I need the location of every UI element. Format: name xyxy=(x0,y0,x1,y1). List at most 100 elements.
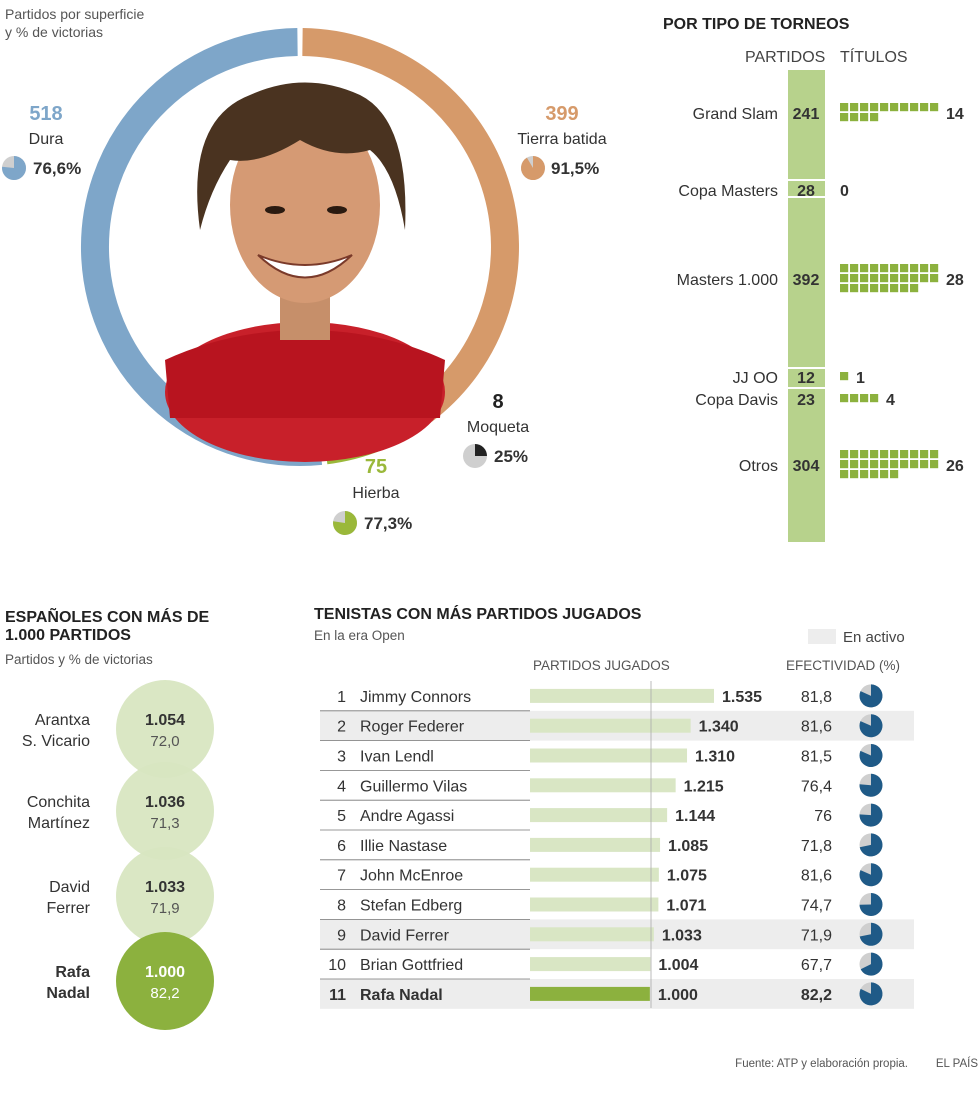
row-name: Roger Federer xyxy=(360,719,465,736)
surface-tierra-batida-matches: 399 xyxy=(545,103,578,125)
title-square xyxy=(890,450,899,459)
title-square xyxy=(880,103,889,112)
title-square xyxy=(840,264,849,273)
row-eff-pie xyxy=(859,803,883,827)
table-subtitle: En la era Open xyxy=(314,628,405,643)
row-rank: 4 xyxy=(337,778,346,795)
row-name: John McEnroe xyxy=(360,868,463,885)
title-square xyxy=(880,470,889,479)
table-row: 7 John McEnroe 1.075 81,6 xyxy=(320,859,883,887)
surface-tierra-batida-name: Tierra batida xyxy=(517,131,606,148)
row-bar xyxy=(530,808,668,823)
title-square xyxy=(870,103,879,112)
row-rank: 6 xyxy=(337,838,346,855)
surface-hierba-win-pct: 77,3% xyxy=(364,514,412,533)
row-eff-pie-slice xyxy=(860,952,883,976)
tournament-partidos-3: 12 xyxy=(797,370,815,387)
surface-moqueta-win-pie xyxy=(463,444,487,468)
title-square xyxy=(850,460,859,469)
row-eff-pie-slice xyxy=(859,744,883,767)
spaniard-name-3-line-2: Nadal xyxy=(46,985,90,1002)
row-eff: 71,8 xyxy=(801,838,832,855)
surface-moqueta-name: Moqueta xyxy=(467,419,529,436)
surface-hierba-win-pie-slice xyxy=(333,511,358,535)
row-matches: 1.033 xyxy=(662,927,702,944)
surface-chart: Partidos por superficie y % de victorias 5… xyxy=(1,6,607,535)
row-rank: 9 xyxy=(337,927,346,944)
tournament-partidos-2: 392 xyxy=(793,272,820,289)
surface-subtitle-line-2: y % de victorias xyxy=(5,24,103,40)
title-square xyxy=(930,460,939,469)
title-square xyxy=(890,103,899,112)
tournament-label-4: Copa Davis xyxy=(695,392,778,409)
portrait-face xyxy=(230,107,380,303)
spaniard-name-2-line-1: David xyxy=(49,879,90,896)
title-square xyxy=(840,470,849,479)
row-name: Jimmy Connors xyxy=(360,689,471,706)
row-eff-pie-slice xyxy=(859,922,883,946)
row-name: Guillermo Vilas xyxy=(360,778,467,795)
tournament-col-titulos: TÍTULOS xyxy=(840,47,908,66)
row-bar xyxy=(530,957,651,972)
row-bar xyxy=(530,897,659,912)
title-square xyxy=(930,450,939,459)
row-matches: 1.071 xyxy=(666,898,706,915)
row-bar xyxy=(530,748,688,763)
title-square xyxy=(900,450,909,459)
row-eff-pie-slice xyxy=(859,863,883,887)
spaniards-subtitle: Partidos y % de victorias xyxy=(5,652,153,667)
spaniard-name-1-line-1: Conchita xyxy=(27,794,90,811)
row-matches: 1.340 xyxy=(699,719,739,736)
title-square xyxy=(870,470,879,479)
title-square xyxy=(890,284,899,293)
row-bar xyxy=(530,927,654,942)
title-square xyxy=(880,460,889,469)
footer-source: Fuente: ATP y elaboración propia. xyxy=(735,1058,908,1070)
row-eff: 71,9 xyxy=(801,927,832,944)
table-row: 4 Guillermo Vilas 1.215 76,4 xyxy=(320,770,883,797)
title-square xyxy=(930,103,939,112)
footer: Fuente: ATP y elaboración propia. EL PAÍS xyxy=(735,1057,978,1070)
row-eff: 81,6 xyxy=(801,719,832,736)
row-eff-pie-slice xyxy=(859,982,883,1006)
row-eff-pie xyxy=(859,952,883,976)
title-square xyxy=(930,274,939,283)
row-rank: 10 xyxy=(328,957,346,974)
portrait-eye-right xyxy=(327,206,347,214)
surface-tierra-batida-win-pct: 91,5% xyxy=(551,159,599,178)
surface-hierba-name: Hierba xyxy=(352,485,399,502)
title-square xyxy=(910,460,919,469)
surface-moqueta-win-pie-slice xyxy=(475,444,487,456)
title-square xyxy=(890,460,899,469)
table-col-partidos: PARTIDOS JUGADOS xyxy=(533,658,670,673)
row-rank: 1 xyxy=(337,689,346,706)
row-bar xyxy=(530,986,650,1001)
title-square xyxy=(860,470,869,479)
row-bar xyxy=(530,718,691,733)
row-bar xyxy=(530,778,676,793)
tournament-titulos-2: 28 xyxy=(946,272,964,289)
title-square xyxy=(870,394,879,403)
spaniard-name-3-line-1: Rafa xyxy=(55,964,90,981)
title-square xyxy=(860,284,869,293)
portrait-eye-left xyxy=(265,206,285,214)
tournament-titulos-0: 14 xyxy=(946,106,964,123)
spaniard-pct-0: 72,0 xyxy=(150,733,179,750)
title-square xyxy=(900,103,909,112)
title-square xyxy=(900,284,909,293)
spaniards-chart: ESPAÑOLES CON MÁS DE1.000 PARTIDOS Partid… xyxy=(5,606,214,1030)
table-row: 3 Ivan Lendl 1.310 81,5 xyxy=(320,740,883,767)
row-name: Andre Agassi xyxy=(360,808,454,825)
row-matches: 1.075 xyxy=(667,868,707,885)
title-square xyxy=(920,460,929,469)
row-eff-pie-slice xyxy=(859,833,883,857)
title-square xyxy=(860,264,869,273)
title-square xyxy=(880,450,889,459)
title-square xyxy=(910,450,919,459)
title-square xyxy=(840,113,849,122)
row-eff: 81,6 xyxy=(801,868,832,885)
row-name: Ivan Lendl xyxy=(360,749,434,766)
row-matches: 1.215 xyxy=(684,778,724,795)
row-rank: 3 xyxy=(337,749,346,766)
